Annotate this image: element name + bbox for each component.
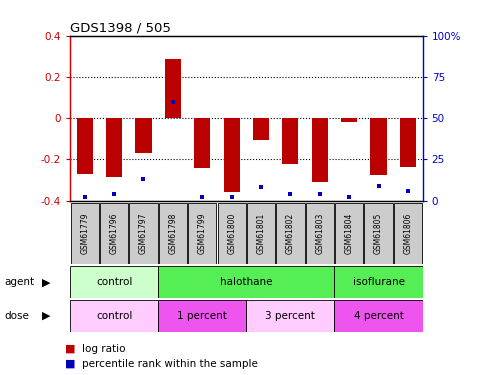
Text: isoflurane: isoflurane <box>353 277 405 287</box>
Text: control: control <box>96 311 132 321</box>
Text: control: control <box>96 277 132 287</box>
Text: ▶: ▶ <box>42 311 50 321</box>
Text: log ratio: log ratio <box>82 344 126 354</box>
Bar <box>365 202 393 264</box>
Bar <box>217 202 246 264</box>
Text: halothane: halothane <box>220 277 272 287</box>
Bar <box>135 118 152 153</box>
Bar <box>159 202 187 264</box>
Bar <box>106 118 122 177</box>
Bar <box>224 118 240 192</box>
Text: ■: ■ <box>65 344 76 354</box>
Bar <box>247 202 275 264</box>
Bar <box>335 202 363 264</box>
Text: 3 percent: 3 percent <box>266 311 315 321</box>
Bar <box>283 118 298 164</box>
Bar <box>276 202 304 264</box>
Text: GSM61805: GSM61805 <box>374 213 383 254</box>
Text: GDS1398 / 505: GDS1398 / 505 <box>70 21 171 34</box>
Bar <box>188 202 216 264</box>
Bar <box>246 300 334 332</box>
Text: percentile rank within the sample: percentile rank within the sample <box>82 359 258 369</box>
Bar <box>70 300 158 332</box>
Text: GSM61798: GSM61798 <box>169 213 177 254</box>
Text: GSM61796: GSM61796 <box>110 213 119 254</box>
Text: GSM61802: GSM61802 <box>286 213 295 254</box>
Text: 1 percent: 1 percent <box>177 311 227 321</box>
Bar <box>334 300 423 332</box>
Text: GSM61799: GSM61799 <box>198 213 207 254</box>
Bar <box>77 118 93 174</box>
Bar <box>158 266 335 298</box>
Text: ■: ■ <box>65 359 76 369</box>
Bar <box>165 59 181 118</box>
Bar <box>334 266 423 298</box>
Text: GSM61800: GSM61800 <box>227 213 236 254</box>
Bar <box>394 202 422 264</box>
Bar <box>306 202 334 264</box>
Bar <box>341 118 357 122</box>
Text: 4 percent: 4 percent <box>354 311 403 321</box>
Text: GSM61803: GSM61803 <box>315 213 324 254</box>
Bar <box>71 202 99 264</box>
Bar <box>253 118 269 140</box>
Bar <box>312 118 328 182</box>
Bar <box>70 266 158 298</box>
Text: dose: dose <box>5 311 30 321</box>
Bar <box>194 118 210 168</box>
Bar <box>100 202 128 264</box>
Text: agent: agent <box>5 277 35 287</box>
Bar <box>370 118 386 175</box>
Text: GSM61804: GSM61804 <box>345 213 354 254</box>
Bar <box>129 202 157 264</box>
Text: GSM61779: GSM61779 <box>80 213 89 254</box>
Bar <box>400 118 416 166</box>
Bar <box>158 300 246 332</box>
Text: GSM61801: GSM61801 <box>256 213 266 254</box>
Text: GSM61806: GSM61806 <box>403 213 412 254</box>
Text: GSM61797: GSM61797 <box>139 213 148 254</box>
Text: ▶: ▶ <box>42 277 50 287</box>
